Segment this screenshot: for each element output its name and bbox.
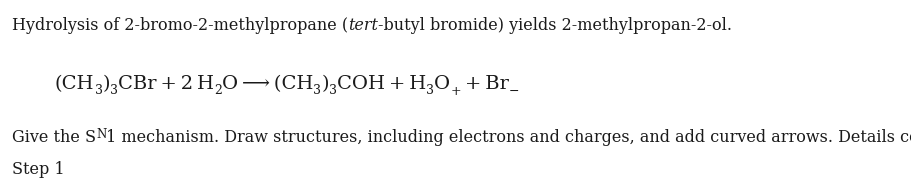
Text: -butyl bromide) yields 2-methylpropan-2-ol.: -butyl bromide) yields 2-methylpropan-2-…: [378, 16, 732, 33]
Text: (CH: (CH: [55, 75, 95, 93]
Text: Step 1: Step 1: [12, 160, 65, 177]
Text: O ⟶ (CH: O ⟶ (CH: [222, 75, 313, 93]
Text: ): ): [103, 75, 110, 93]
Text: Hydrolysis of 2-bromo-2-methylpropane (: Hydrolysis of 2-bromo-2-methylpropane (: [12, 16, 348, 33]
Text: O: O: [434, 75, 450, 93]
Text: 3: 3: [95, 84, 103, 97]
Text: +: +: [450, 85, 461, 98]
Text: tert: tert: [348, 16, 378, 33]
Text: 3: 3: [313, 84, 322, 97]
Text: ): ): [322, 75, 329, 93]
Text: 3: 3: [426, 84, 434, 97]
Text: + Br: + Br: [461, 75, 508, 93]
Text: N: N: [96, 129, 107, 142]
Text: CBr + 2 H: CBr + 2 H: [118, 75, 214, 93]
Text: −: −: [508, 85, 519, 98]
Text: 3: 3: [329, 84, 337, 97]
Text: 1 mechanism. Draw structures, including electrons and charges, and add curved ar: 1 mechanism. Draw structures, including …: [107, 129, 911, 146]
Text: 2: 2: [214, 84, 222, 97]
Text: 3: 3: [110, 84, 118, 97]
Text: Give the S: Give the S: [12, 129, 96, 146]
Text: COH + H: COH + H: [337, 75, 426, 93]
